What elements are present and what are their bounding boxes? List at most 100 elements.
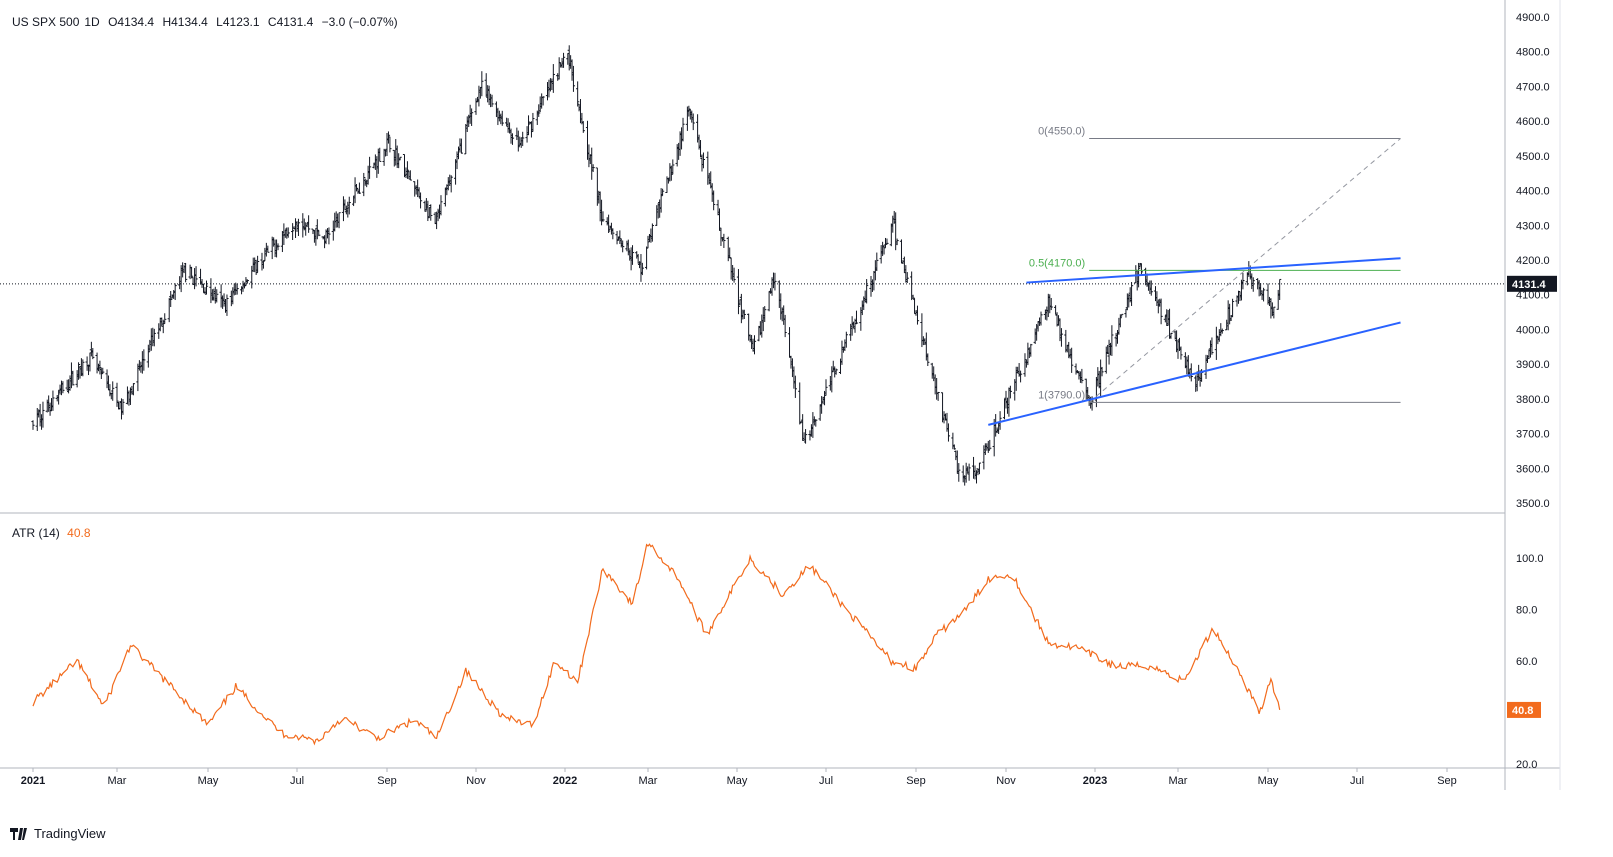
candle — [317, 229, 321, 237]
candle — [169, 291, 173, 307]
candle — [854, 310, 859, 325]
atr-axis-tick-label: 60.0 — [1516, 656, 1537, 668]
candle — [1070, 347, 1074, 373]
candle — [245, 279, 249, 284]
candle — [591, 164, 595, 172]
candle — [763, 306, 767, 323]
candle — [936, 391, 940, 401]
price-axis-tick-label: 3500.0 — [1516, 498, 1550, 510]
candle — [1100, 366, 1104, 377]
price-axis-tick-label: 3600.0 — [1516, 463, 1550, 475]
price-axis-tick-label: 4500.0 — [1516, 151, 1550, 163]
candle — [581, 121, 585, 133]
brand-name: TradingView — [34, 826, 106, 841]
candle — [728, 247, 732, 259]
candle — [803, 429, 808, 444]
candle — [640, 262, 644, 276]
candle — [895, 238, 899, 246]
candle — [388, 136, 392, 153]
candle — [946, 423, 951, 442]
candle — [793, 375, 797, 398]
candle — [712, 190, 716, 211]
price-legend: US SPX 500 1D O4134.4 H4134.4 L4123.1 C41… — [12, 15, 403, 29]
atr-line[interactable] — [32, 543, 1281, 746]
price-axis-tick-label: 3900.0 — [1516, 359, 1550, 371]
candle — [510, 133, 515, 145]
candle — [1029, 343, 1033, 357]
candle — [418, 192, 423, 209]
tradingview-logo[interactable]: TradingView — [10, 826, 106, 841]
candle — [516, 130, 520, 152]
candle — [988, 439, 992, 450]
candle — [194, 266, 198, 287]
candle — [327, 227, 331, 245]
candle — [915, 305, 920, 325]
price-axis-tick-label: 4900.0 — [1516, 12, 1550, 24]
candle — [1018, 370, 1023, 383]
candle — [398, 156, 402, 161]
candle — [691, 113, 695, 131]
candle — [660, 188, 665, 197]
atr-name[interactable]: ATR (14) — [12, 526, 60, 540]
atr-axis-tick-label: 20.0 — [1516, 759, 1537, 771]
candle — [235, 283, 239, 295]
candle — [824, 379, 828, 396]
candle — [967, 463, 971, 481]
candle — [717, 208, 722, 231]
candle — [521, 131, 525, 147]
atr-value: 40.8 — [67, 526, 91, 540]
candle — [875, 252, 879, 272]
candle — [91, 347, 95, 360]
time-axis-tick-label: Nov — [996, 775, 1016, 787]
trendline-upper[interactable] — [1026, 257, 1401, 284]
candle — [601, 211, 605, 222]
fib-level-label: 0.5(4170.0) — [1029, 257, 1085, 269]
candle — [111, 381, 115, 401]
candle — [899, 239, 904, 264]
candle — [439, 195, 443, 216]
candle — [121, 399, 125, 415]
price-axis-tick-label: 3700.0 — [1516, 429, 1550, 441]
candle — [357, 182, 362, 194]
candle — [957, 463, 961, 482]
candle — [296, 218, 301, 237]
price-axis-tick-label: 4700.0 — [1516, 81, 1550, 93]
candle — [1241, 273, 1245, 290]
atr-tag: 40.8 — [1512, 705, 1533, 717]
candle — [362, 172, 366, 197]
price-axis-tick-label: 4100.0 — [1516, 290, 1550, 302]
candle — [783, 314, 787, 338]
candle — [986, 440, 990, 453]
time-axis-tick-label: Jul — [1350, 775, 1364, 787]
candle — [1110, 325, 1114, 356]
time-axis-tick-label: Sep — [906, 775, 926, 787]
time-axis-tick-label: 2022 — [553, 775, 577, 787]
time-axis-tick-label: Mar — [108, 775, 127, 787]
candle — [76, 362, 81, 380]
candle — [814, 419, 818, 427]
candle — [1251, 277, 1255, 292]
candle — [1220, 328, 1224, 334]
candle — [1189, 363, 1193, 382]
trendline-lower[interactable] — [988, 321, 1401, 426]
candle — [905, 272, 909, 284]
candle — [1278, 278, 1282, 301]
time-axis-tick-label: May — [727, 775, 748, 787]
candle — [101, 367, 105, 374]
candle — [31, 420, 35, 430]
price-axis-tick-label: 4200.0 — [1516, 255, 1550, 267]
interval-label[interactable]: 1D — [84, 15, 100, 29]
tradingview-logo-icon — [10, 827, 27, 840]
price-axis-tick-label: 4000.0 — [1516, 324, 1550, 336]
candle — [742, 309, 746, 320]
candle — [798, 382, 802, 425]
price-axis-tick-label: 4300.0 — [1516, 220, 1550, 232]
candle — [256, 255, 260, 273]
symbol-name[interactable]: US SPX 500 — [12, 15, 80, 29]
candle — [367, 156, 372, 179]
candle — [611, 228, 615, 240]
candle — [189, 266, 194, 279]
candle — [1159, 298, 1163, 325]
candle — [1210, 337, 1214, 355]
